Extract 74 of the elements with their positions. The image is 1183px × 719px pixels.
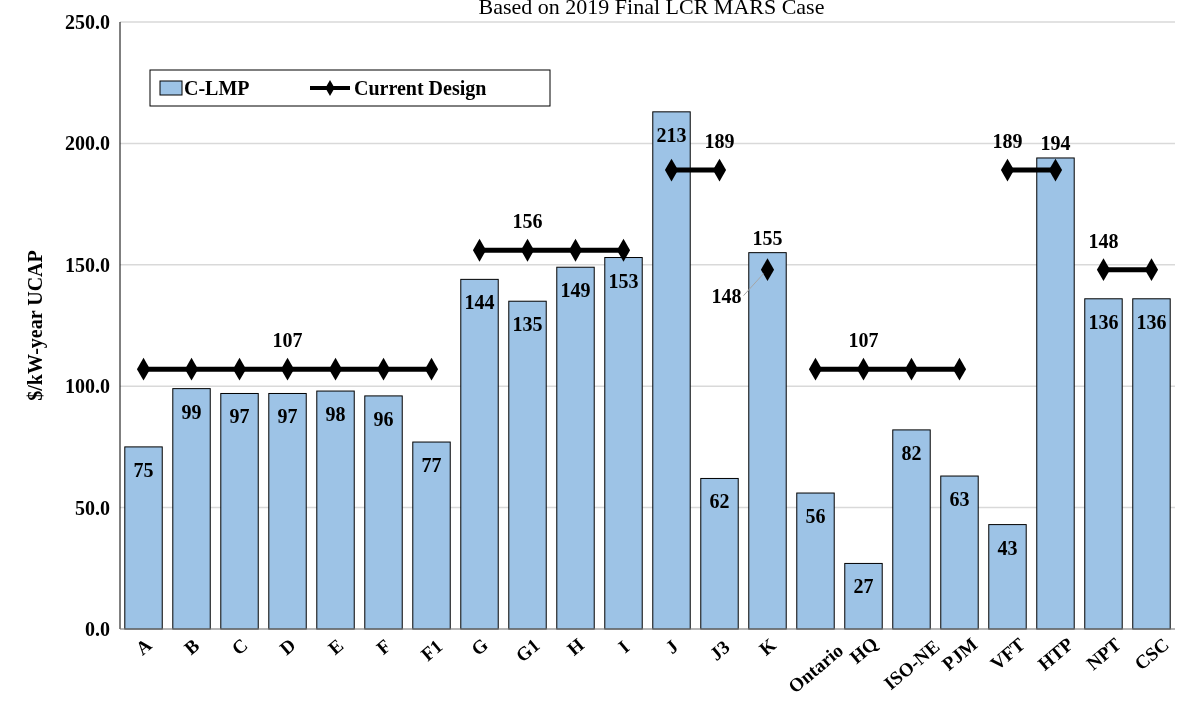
x-tick-label: G [467, 633, 493, 660]
bar [892, 429, 931, 630]
data-label: 96 [373, 407, 394, 430]
data-label: 148 [1088, 229, 1119, 252]
bar [700, 477, 739, 630]
data-label: 98 [325, 403, 346, 426]
x-tick-label: F [372, 634, 395, 659]
data-label: 144 [464, 291, 495, 314]
data-label: 63 [949, 488, 970, 511]
x-tick-label: K [755, 633, 781, 660]
data-label: 148 [711, 284, 742, 307]
data-label: 99 [181, 400, 202, 423]
bar [1132, 298, 1171, 630]
y-tick-label: 50.0 [75, 496, 110, 519]
bar [796, 492, 835, 630]
data-label: 213 [656, 123, 687, 146]
x-tick-label: CSC [1130, 633, 1173, 675]
x-tick-label: B [180, 634, 204, 659]
x-tick-label: F1 [416, 635, 447, 666]
legend-label: Current Design [354, 77, 487, 100]
y-tick-label: 250.0 [65, 11, 110, 33]
y-tick-label: 150.0 [65, 253, 110, 276]
bar [988, 524, 1027, 630]
data-label: 82 [901, 441, 922, 464]
bar [844, 562, 883, 630]
data-label: 189 [704, 130, 735, 153]
bar [220, 392, 259, 630]
legend-label: C-LMP [184, 77, 250, 99]
bar [268, 392, 307, 630]
data-label: 153 [608, 269, 639, 292]
bar [124, 446, 163, 630]
data-label: 75 [133, 458, 154, 481]
data-label: 62 [709, 490, 730, 513]
data-label: 136 [1136, 310, 1167, 333]
y-axis-title: $/kW-year UCAP [24, 250, 47, 401]
data-label: 136 [1088, 310, 1119, 333]
x-tick-label: HQ [845, 632, 882, 668]
x-tick-label: VFT [986, 633, 1030, 675]
bar [940, 475, 979, 630]
data-label: 156 [512, 210, 543, 233]
y-tick-label: 100.0 [65, 375, 110, 398]
data-label: 107 [848, 329, 879, 352]
data-label: 43 [997, 536, 1018, 559]
data-label: 56 [805, 505, 826, 528]
x-tick-label: J3 [705, 636, 734, 665]
bar [1084, 298, 1123, 630]
bar [364, 395, 403, 630]
bar [748, 252, 787, 630]
y-tick-label: 0.0 [85, 618, 110, 640]
x-tick-label: E [324, 634, 348, 659]
x-tick-label: G1 [511, 634, 544, 667]
bar [556, 266, 595, 630]
data-label: 97 [229, 405, 250, 428]
data-label: 149 [560, 279, 591, 302]
x-tick-label: C [227, 634, 252, 660]
y-tick-label: 200.0 [65, 132, 110, 155]
data-label: 194 [1040, 131, 1071, 154]
data-label: 189 [992, 130, 1023, 153]
data-label: 135 [512, 313, 543, 336]
x-tick-label: H [563, 633, 589, 660]
bar [508, 300, 547, 630]
data-label: 97 [277, 405, 298, 428]
x-tick-label: I [614, 636, 634, 658]
bar [460, 278, 499, 630]
data-label: 155 [752, 226, 783, 249]
x-tick-label: A [131, 634, 156, 660]
bar [412, 441, 451, 630]
x-tick-label: D [275, 634, 300, 660]
data-label: 77 [421, 454, 442, 477]
data-label: 27 [853, 575, 874, 598]
bar [316, 390, 355, 630]
bar [172, 388, 211, 630]
x-tick-label: J [661, 635, 682, 658]
data-label: 107 [272, 329, 303, 352]
